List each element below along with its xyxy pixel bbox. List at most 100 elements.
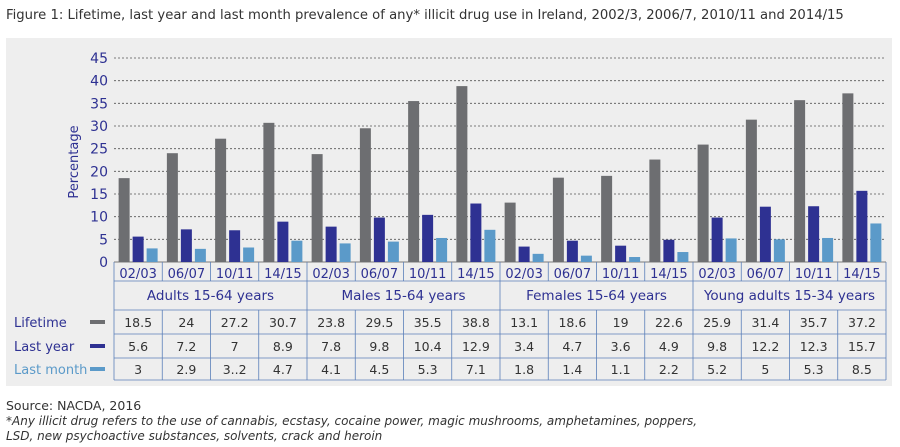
legend-swatch — [90, 320, 105, 324]
bar-last-month — [580, 255, 592, 262]
period-label: 10/11 — [409, 267, 446, 282]
legend-label: Lifetime — [14, 316, 67, 331]
y-tick-label: 25 — [90, 142, 108, 158]
bar-last-month — [243, 247, 255, 262]
bar-last-year — [518, 246, 530, 262]
table-value: 2.2 — [659, 362, 679, 377]
table-value: 8.9 — [273, 339, 293, 354]
period-label: 14/15 — [843, 267, 880, 282]
table-value: 7.2 — [176, 339, 196, 354]
bar-last-year — [229, 230, 241, 262]
y-tick-label: 15 — [90, 187, 108, 203]
table-value: 1.8 — [514, 362, 534, 377]
table-value: 5.2 — [707, 362, 727, 377]
bar-lifetime — [794, 100, 806, 262]
bar-last-year — [180, 229, 192, 262]
table-value: 35.7 — [800, 315, 828, 330]
footnote: *Any illicit drug refers to the use of c… — [6, 414, 886, 444]
y-tick-label: 45 — [90, 51, 108, 67]
y-tick-label: 35 — [90, 96, 108, 112]
figure-title: Figure 1: Lifetime, last year and last m… — [6, 8, 844, 23]
bar-last-year — [470, 203, 482, 262]
group-label: Males 15-64 years — [342, 288, 466, 304]
y-tick-label: 10 — [90, 210, 108, 226]
bar-lifetime — [745, 119, 757, 262]
y-tick-label: 20 — [90, 164, 108, 180]
legend-label: Last year — [14, 340, 75, 355]
table-value: 18.6 — [558, 315, 586, 330]
legend-swatch — [90, 367, 105, 371]
bar-last-month — [291, 240, 303, 262]
bar-last-year — [808, 206, 820, 262]
source-note: Source: NACDA, 2016 — [6, 398, 142, 413]
table-value: 3.6 — [611, 339, 631, 354]
table-value: 31.4 — [751, 315, 779, 330]
y-tick-label: 30 — [90, 119, 108, 135]
period-label: 02/03 — [505, 267, 542, 282]
table-value: 12.3 — [800, 339, 828, 354]
y-tick-label: 40 — [90, 74, 108, 90]
table-value: 2.9 — [176, 362, 196, 377]
group-label: Females 15-64 years — [526, 288, 667, 304]
table-value: 22.6 — [655, 315, 683, 330]
table-value: 5.3 — [418, 362, 438, 377]
table-value: 7.8 — [321, 339, 341, 354]
footnote-line-1: *Any illicit drug refers to the use of c… — [6, 414, 698, 428]
table-value: 37.2 — [848, 315, 876, 330]
table-value: 5 — [761, 362, 769, 377]
table-value: 27.2 — [221, 315, 249, 330]
bars — [118, 86, 882, 263]
bar-lifetime — [215, 138, 227, 262]
table-value: 12.9 — [462, 339, 490, 354]
data-table: 02/03 06/07 10/11 14/15 02/03 06/07 10/11 14/15… — [14, 262, 887, 381]
table-value: 12.2 — [751, 339, 779, 354]
bar-last-month — [822, 237, 834, 262]
bar-last-year — [422, 214, 434, 262]
table-value: 4.7 — [562, 339, 582, 354]
table-value: 24 — [178, 315, 194, 330]
bar-lifetime — [842, 93, 854, 262]
bar-last-month — [629, 257, 641, 262]
chart-panel: 0 5 10 15 20 25 30 35 40 45 Percentage 02/03 06/07… — [6, 38, 892, 386]
bar-last-month — [677, 252, 689, 262]
bar-lifetime — [697, 144, 709, 262]
period-label: 06/07 — [747, 267, 784, 282]
bar-lifetime — [359, 128, 371, 262]
period-label: 10/11 — [795, 267, 832, 282]
bar-last-month — [194, 248, 206, 262]
table-value: 7.1 — [466, 362, 486, 377]
table-value: 23.8 — [317, 315, 345, 330]
bar-lifetime — [118, 178, 130, 262]
table-value: 7 — [231, 339, 239, 354]
bar-last-month — [146, 248, 158, 262]
y-tick-label: 0 — [99, 255, 108, 271]
bar-last-year — [566, 240, 578, 262]
bar-last-year — [663, 239, 675, 262]
period-label: 10/11 — [216, 267, 253, 282]
bar-last-year — [132, 236, 144, 262]
table-value: 3.4 — [514, 339, 534, 354]
table-value: 9.8 — [369, 339, 389, 354]
table-value: 15.7 — [848, 339, 876, 354]
bar-last-year — [325, 226, 337, 262]
bar-last-month — [725, 238, 737, 262]
bar-lifetime — [649, 159, 661, 262]
table-value: 4.5 — [369, 362, 389, 377]
table-value: 4.9 — [659, 339, 679, 354]
table-value: 25.9 — [703, 315, 731, 330]
table-value: 30.7 — [269, 315, 297, 330]
period-label: 06/07 — [554, 267, 591, 282]
bar-last-year — [373, 217, 385, 262]
legend-swatch — [90, 344, 105, 348]
bar-lifetime — [408, 101, 420, 262]
period-label: 06/07 — [168, 267, 205, 282]
y-axis-label: Percentage — [67, 125, 82, 198]
table-value: 3 — [134, 362, 142, 377]
table-value: 9.8 — [707, 339, 727, 354]
bar-lifetime — [601, 175, 613, 262]
period-label: 02/03 — [312, 267, 349, 282]
table-value: 8.5 — [852, 362, 872, 377]
group-label: Young adults 15-34 years — [703, 288, 875, 304]
bar-last-year — [615, 245, 627, 262]
table-value: 4.1 — [321, 362, 341, 377]
